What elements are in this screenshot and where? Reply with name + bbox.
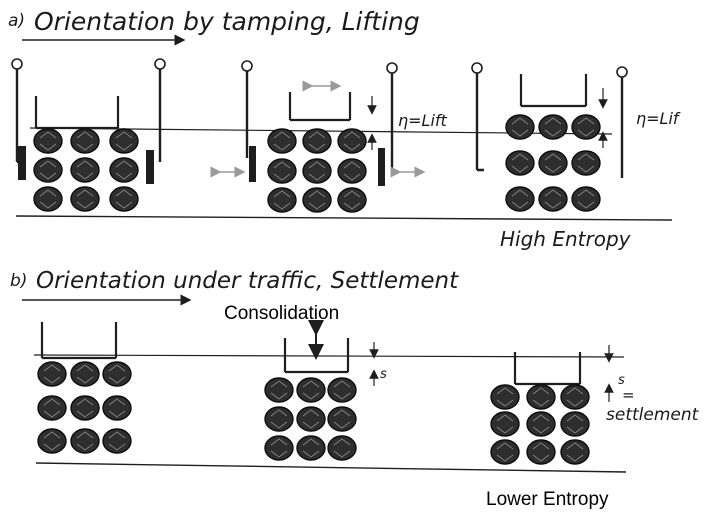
s-label-2: s bbox=[618, 373, 625, 388]
sleeper-icon bbox=[288, 92, 352, 122]
section-b-ground-line bbox=[35, 462, 627, 473]
section-b-label: b) bbox=[10, 271, 27, 291]
panel-a1 bbox=[11, 58, 166, 212]
section-a-heading: Orientation by tamping, Lifting bbox=[34, 7, 420, 36]
ballast-stone-icon bbox=[490, 384, 590, 465]
section-b-heading: Orientation under traffic, Settlement bbox=[36, 268, 459, 294]
sleeper-icon bbox=[519, 74, 588, 108]
ballast-stone-icon bbox=[267, 128, 367, 213]
sleeper-icon bbox=[34, 96, 120, 130]
consolidation-label: Consolidation bbox=[224, 303, 339, 324]
panel-b1 bbox=[37, 322, 132, 454]
ballast-stone-icon bbox=[33, 128, 139, 212]
tamping-tine-icon bbox=[241, 60, 256, 182]
lift-label-1: η=Lift bbox=[398, 111, 448, 130]
panel-a3 bbox=[471, 62, 628, 212]
sleeper-icon bbox=[513, 352, 582, 386]
sleeper-icon bbox=[283, 338, 350, 374]
panel-b3 bbox=[490, 345, 614, 465]
s-label-1: s bbox=[380, 367, 387, 382]
tamping-tine-icon bbox=[471, 62, 484, 172]
tamping-tine-icon bbox=[378, 62, 398, 186]
settlement-label: settlement bbox=[606, 405, 700, 425]
lift-label-2: η=Lif bbox=[636, 109, 681, 128]
tamping-tine-icon bbox=[11, 58, 26, 180]
ballast-stone-icon bbox=[264, 377, 357, 461]
sleeper-icon bbox=[40, 322, 118, 360]
section-a-ground-line bbox=[15, 215, 673, 221]
panel-b2 bbox=[264, 320, 379, 461]
section-a-label: a) bbox=[8, 11, 25, 31]
tamping-tine-icon bbox=[146, 58, 166, 184]
ballast-stone-icon bbox=[505, 114, 601, 212]
tamping-tine-icon bbox=[616, 66, 628, 178]
high-entropy-caption: High Entropy bbox=[500, 227, 632, 251]
settlement-equals: = bbox=[622, 386, 635, 404]
panel-a2 bbox=[210, 60, 426, 213]
lower-entropy-caption: Lower Entropy bbox=[486, 489, 609, 510]
ballast-stone-icon bbox=[37, 361, 132, 454]
arrow-icon bbox=[210, 80, 426, 178]
section-b-top-level-line bbox=[33, 354, 625, 358]
